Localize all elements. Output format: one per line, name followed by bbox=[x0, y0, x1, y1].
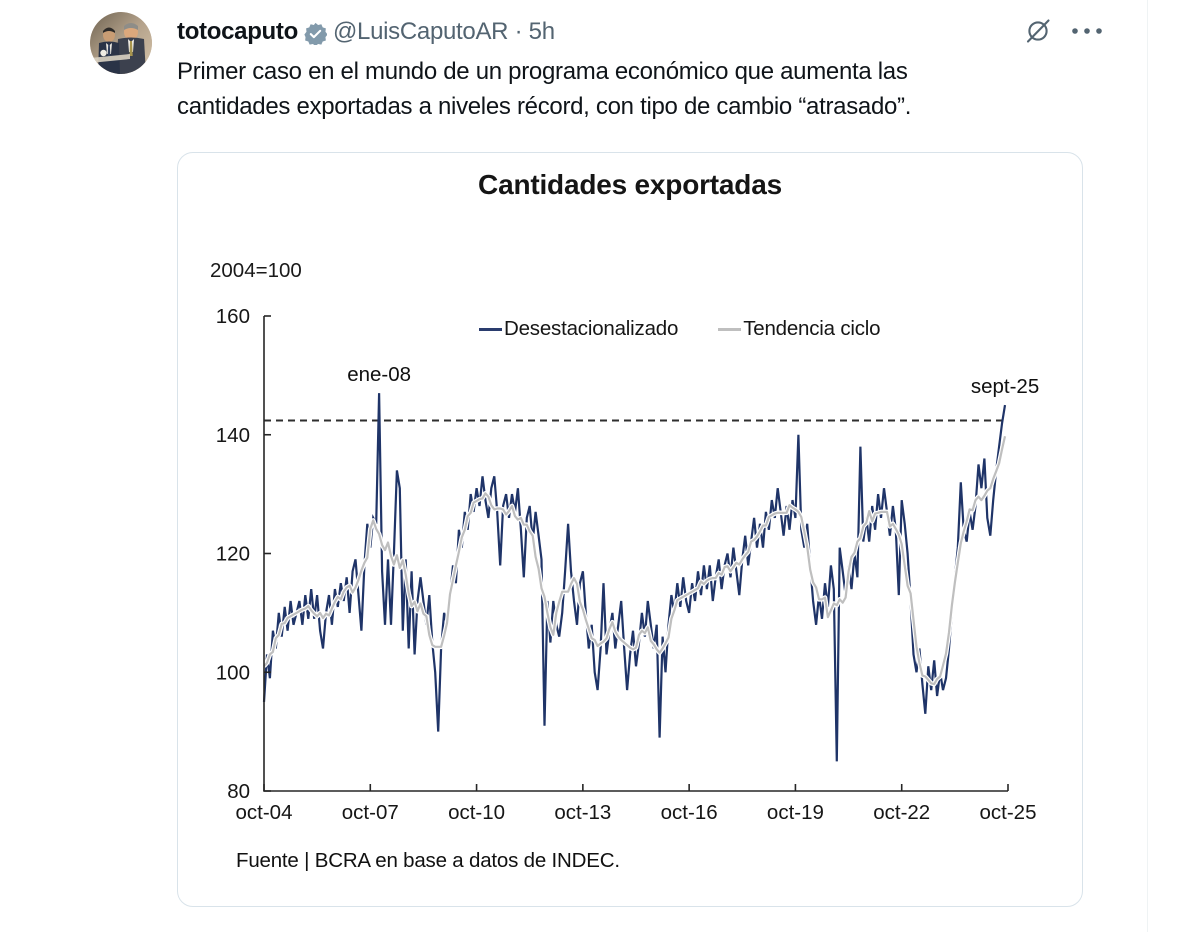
more-button[interactable] bbox=[1068, 24, 1108, 38]
svg-text:oct-25: oct-25 bbox=[980, 801, 1037, 824]
svg-text:160: 160 bbox=[216, 305, 250, 328]
svg-text:oct-16: oct-16 bbox=[661, 801, 718, 824]
timestamp[interactable]: 5h bbox=[528, 18, 555, 45]
svg-text:120: 120 bbox=[216, 543, 250, 566]
handle-and-time: @LuisCaputoAR · 5h bbox=[333, 18, 555, 46]
chart-media-card[interactable]: 160 140 120 100 80 oct-04 oct-07 oct-10 oct-13 oc… bbox=[177, 152, 1083, 907]
chart-unit-label: 2004=100 bbox=[210, 259, 302, 282]
avatar[interactable] bbox=[90, 12, 152, 74]
legend-label: Tendencia ciclo bbox=[743, 317, 881, 340]
svg-text:ene-08: ene-08 bbox=[347, 363, 411, 386]
verified-badge-icon bbox=[304, 22, 327, 45]
handle[interactable]: @LuisCaputoAR bbox=[332, 18, 509, 45]
separator-dot: · bbox=[514, 18, 523, 45]
legend-line-navy-icon bbox=[479, 327, 502, 331]
tweet-body-line-2: cantidades exportadas a niveles récord, … bbox=[177, 93, 912, 120]
column-divider bbox=[1147, 0, 1148, 932]
svg-text:80: 80 bbox=[227, 780, 250, 803]
svg-text:140: 140 bbox=[216, 424, 250, 447]
tweet-header: totocaputo @LuisCaputoAR · 5h bbox=[177, 18, 555, 46]
legend-item-desestacionalizado: Desestacionalizado bbox=[479, 317, 678, 341]
tweet-body-line-1: Primer caso en el mundo de un programa e… bbox=[177, 58, 908, 85]
chart-title: Cantidades exportadas bbox=[478, 169, 782, 200]
grok-icon[interactable] bbox=[1024, 17, 1052, 45]
legend-item-tendencia: Tendencia ciclo bbox=[718, 317, 881, 341]
svg-text:oct-13: oct-13 bbox=[554, 801, 611, 824]
svg-text:oct-22: oct-22 bbox=[873, 801, 930, 824]
chart-source-note: Fuente | BCRA en base a datos de INDEC. bbox=[236, 849, 620, 872]
tweet-body: Primer caso en el mundo de un programa e… bbox=[177, 54, 1077, 124]
avatar-image bbox=[90, 12, 152, 74]
svg-text:oct-19: oct-19 bbox=[767, 801, 824, 824]
svg-text:oct-10: oct-10 bbox=[448, 801, 505, 824]
svg-text:sept-25: sept-25 bbox=[971, 375, 1039, 398]
chart-legend: Desestacionalizado Tendencia ciclo bbox=[479, 317, 881, 341]
svg-text:oct-04: oct-04 bbox=[236, 801, 293, 824]
legend-label: Desestacionalizado bbox=[504, 317, 679, 340]
svg-text:100: 100 bbox=[216, 661, 250, 684]
legend-line-gray-icon bbox=[718, 327, 742, 331]
display-name[interactable]: totocaputo bbox=[177, 18, 298, 45]
svg-text:oct-07: oct-07 bbox=[342, 801, 399, 824]
